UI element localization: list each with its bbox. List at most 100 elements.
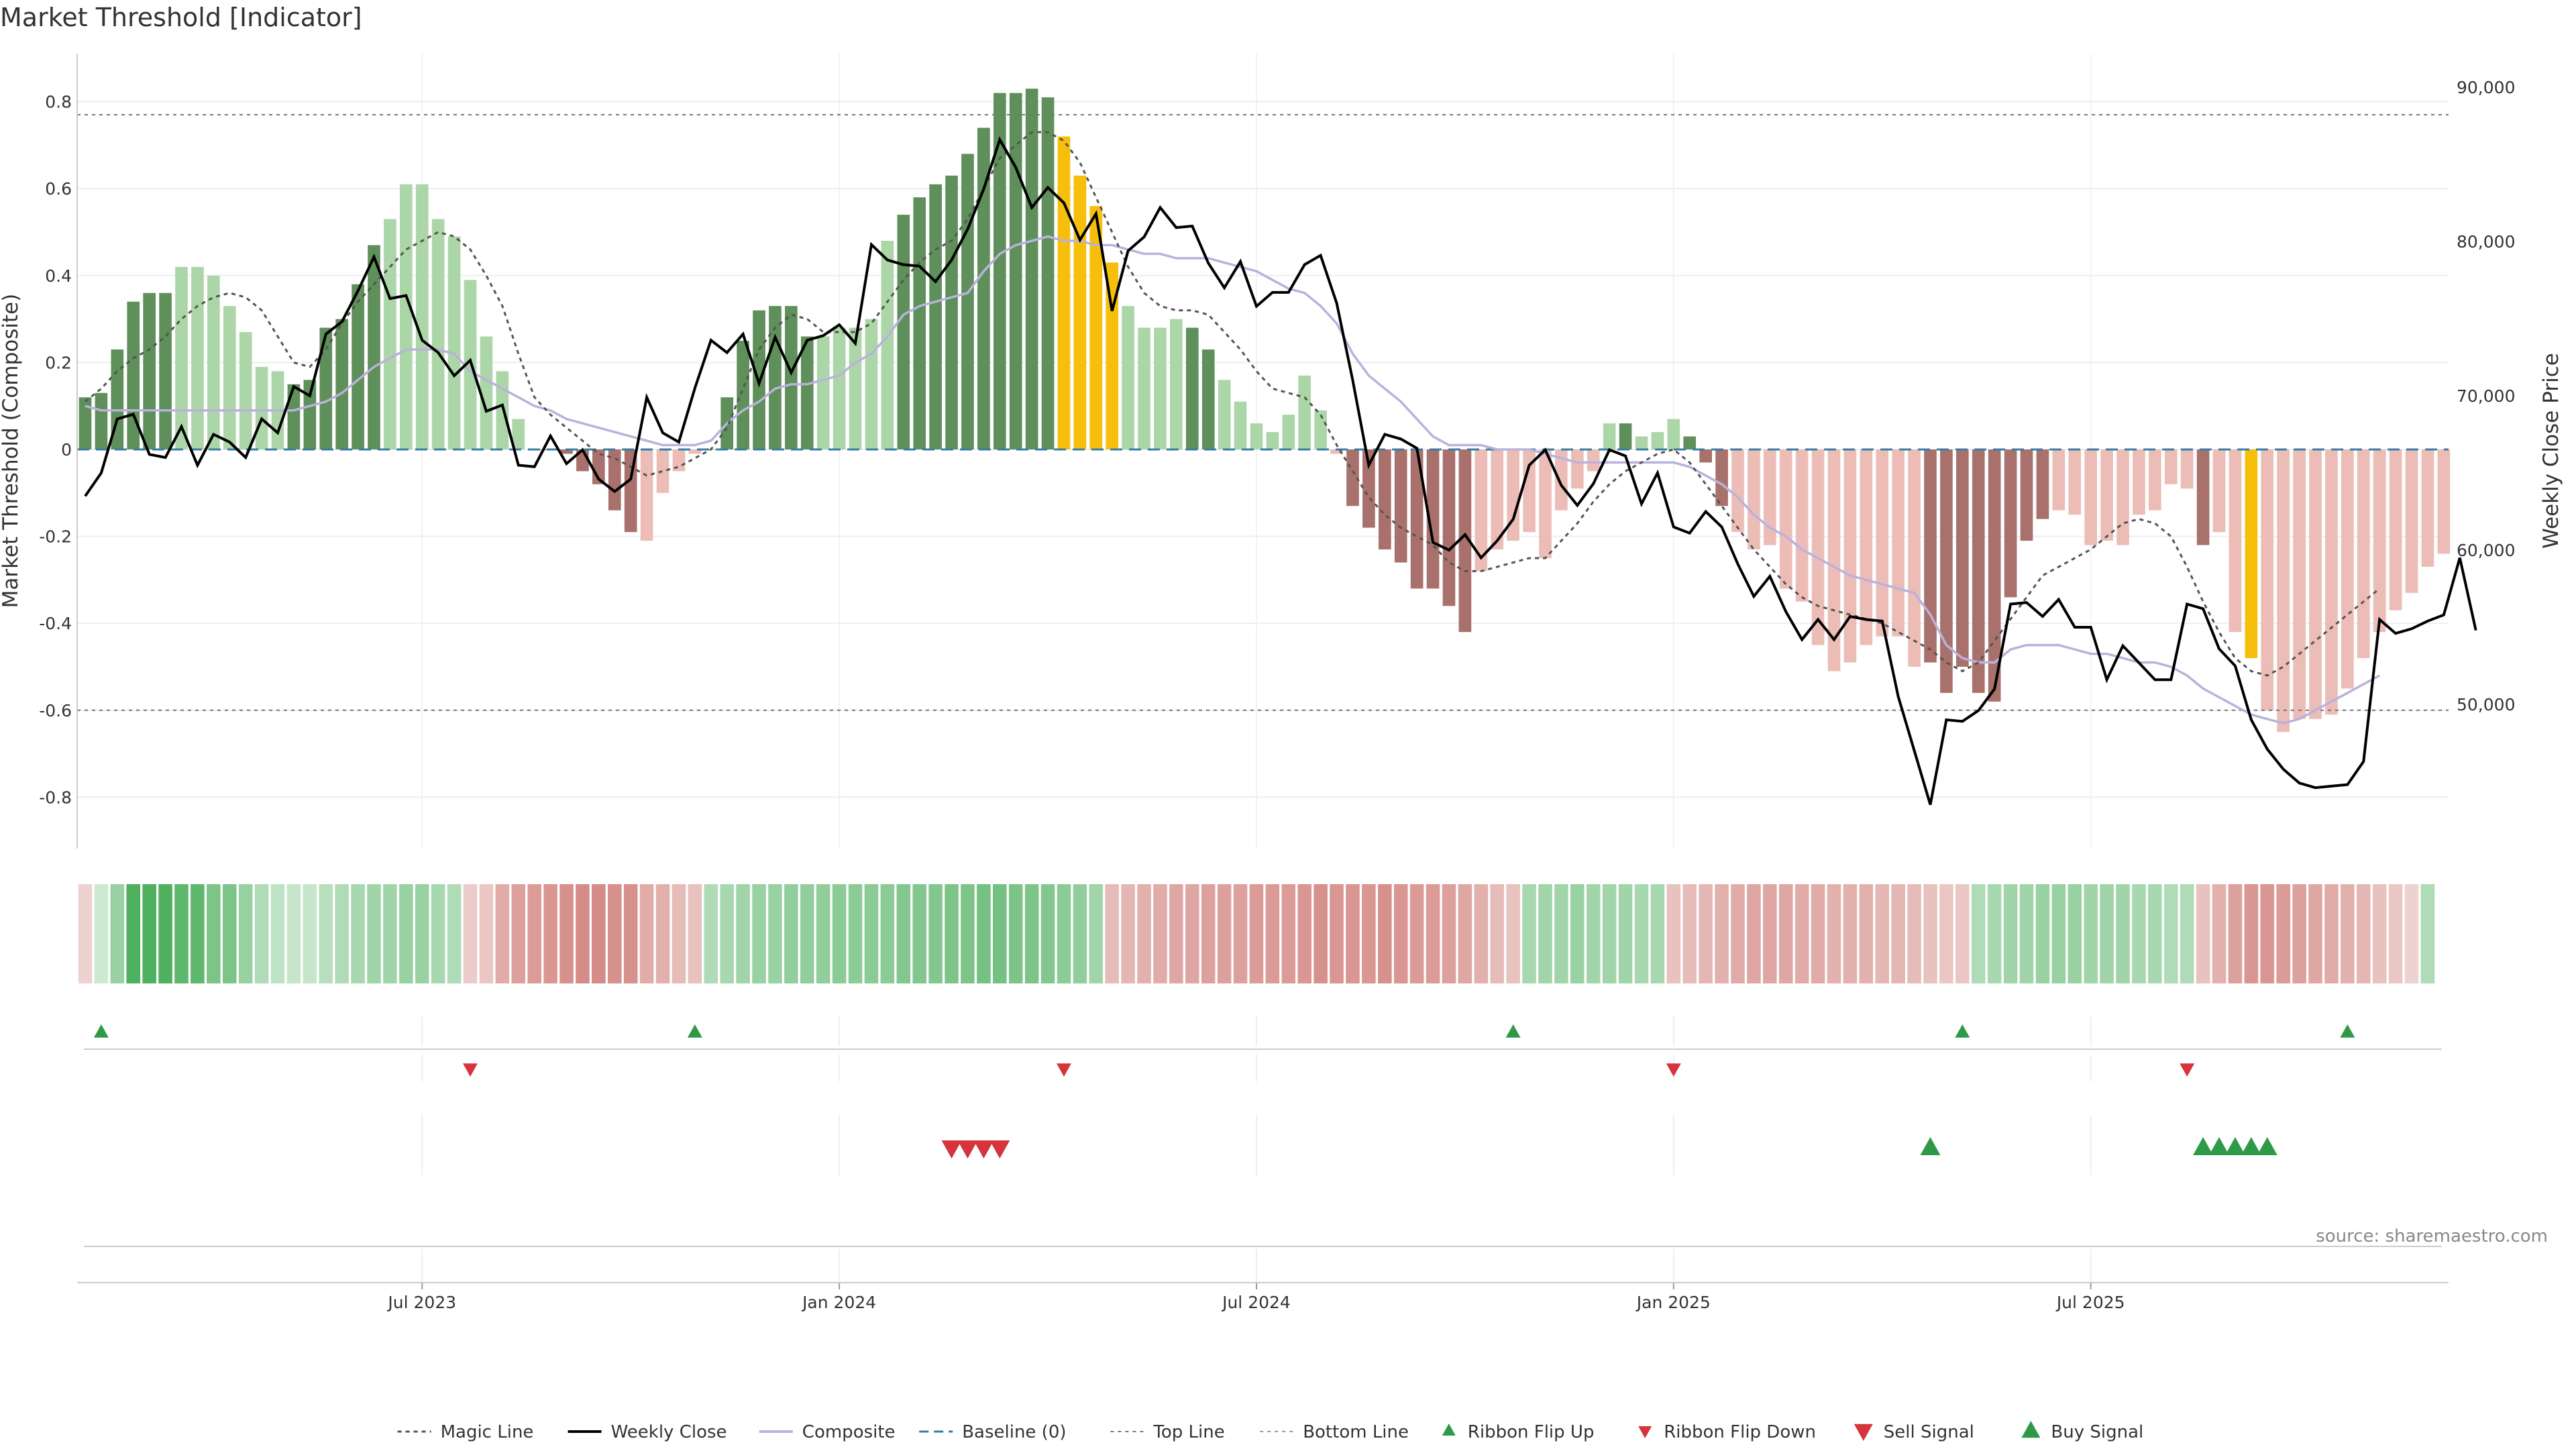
histogram-bar xyxy=(368,245,380,449)
legend-swatch-flip-down xyxy=(1638,1426,1652,1438)
buy-signal-marker xyxy=(1920,1137,1941,1155)
y2-tick-label: 50,000 xyxy=(2457,695,2515,714)
ribbon-cell xyxy=(2228,884,2243,983)
chart-title: Market Threshold [Indicator] xyxy=(0,3,362,32)
legend-label: Bottom Line xyxy=(1303,1422,1409,1442)
ribbon-cell xyxy=(2116,884,2130,983)
ribbon-cell xyxy=(2244,884,2259,983)
ribbon-cell xyxy=(655,884,670,983)
histogram-bar xyxy=(1057,136,1071,449)
ribbon-cell xyxy=(174,884,189,983)
histogram-bar xyxy=(1555,449,1568,511)
histogram-bar xyxy=(961,154,974,450)
histogram-bar xyxy=(1458,449,1472,633)
weekly-close-line xyxy=(84,136,2477,806)
ribbon-cell xyxy=(158,884,172,983)
ribbon-cell xyxy=(2035,884,2050,983)
ribbon-cell xyxy=(1843,884,1858,983)
ribbon-cell xyxy=(431,884,445,983)
histogram-bar xyxy=(929,184,942,449)
legend-label: Magic Line xyxy=(441,1422,534,1442)
ribbon-cell xyxy=(752,884,766,983)
ribbon-cell xyxy=(1362,884,1376,983)
ribbon-cell xyxy=(270,884,285,983)
ribbon-flip-up-marker xyxy=(1955,1024,1970,1038)
ribbon-cell xyxy=(207,884,221,983)
ribbon-cell xyxy=(2420,884,2435,983)
ribbon-cell xyxy=(720,884,734,983)
ribbon-cell xyxy=(1634,884,1649,983)
ribbon-cell xyxy=(945,884,959,983)
histogram-bar xyxy=(431,219,445,449)
histogram-bar xyxy=(400,184,413,449)
ribbon-cell xyxy=(495,884,510,983)
histogram-bar xyxy=(2164,449,2178,484)
histogram-bar xyxy=(384,219,396,449)
ribbon-cell xyxy=(2292,884,2306,983)
histogram-bar xyxy=(223,306,236,449)
ribbon-cell xyxy=(688,884,702,983)
ribbon-cell xyxy=(928,884,943,983)
histogram-bar xyxy=(352,284,364,449)
histogram-bar xyxy=(127,301,140,449)
histogram-bar xyxy=(319,327,333,449)
ribbon-cell xyxy=(110,884,125,983)
histogram-bar xyxy=(415,184,429,449)
histogram-bar xyxy=(1185,327,1199,449)
histogram-bar xyxy=(255,366,268,449)
histogram-bar xyxy=(640,449,653,541)
buy-signal-marker xyxy=(2193,1137,2214,1155)
ribbon-cell xyxy=(254,884,269,983)
histogram-bar xyxy=(1507,449,1519,541)
ribbon-cell xyxy=(1378,884,1392,983)
legend-label: Baseline (0) xyxy=(962,1422,1066,1442)
histogram-bar xyxy=(2196,449,2210,545)
ribbon-cell xyxy=(639,884,654,983)
ribbon-cell xyxy=(1554,884,1568,983)
histogram-bar xyxy=(2373,449,2386,633)
ribbon-cell xyxy=(1330,884,1344,983)
composite-line xyxy=(85,235,2381,725)
histogram-bar xyxy=(2341,449,2354,689)
y2-tick-label: 90,000 xyxy=(2457,78,2515,97)
ribbon-cell xyxy=(1393,884,1408,983)
ribbon-strip xyxy=(78,884,2435,983)
histogram-bar xyxy=(1138,327,1150,449)
y2-tick-label: 60,000 xyxy=(2457,541,2515,560)
histogram-bar xyxy=(1250,423,1263,449)
magic-line xyxy=(85,131,2381,677)
histogram-bar xyxy=(1635,436,1648,449)
ribbon-cell xyxy=(1715,884,1729,983)
ribbon-cell xyxy=(2212,884,2226,983)
histogram-bar xyxy=(1683,436,1697,449)
ribbon-cell xyxy=(1458,884,1472,983)
ribbon-cell xyxy=(2100,884,2114,983)
ribbon-cell xyxy=(1907,884,1921,983)
histogram-bar xyxy=(1972,449,1985,693)
ribbon-cell xyxy=(2404,884,2419,983)
histogram-bar xyxy=(1314,410,1327,449)
ribbon-cell xyxy=(607,884,622,983)
ribbon-flip-down-marker xyxy=(1666,1063,1681,1077)
histogram-bar xyxy=(1201,349,1215,449)
legend-label: Buy Signal xyxy=(2051,1422,2143,1442)
y-tick-label: 0.8 xyxy=(45,93,72,112)
ribbon-cell xyxy=(335,884,349,983)
histogram-bar xyxy=(800,336,814,449)
ribbon-cell xyxy=(1297,884,1312,983)
ribbon-cell xyxy=(784,884,798,983)
histogram-bar xyxy=(1827,449,1841,672)
histogram-bar xyxy=(1764,449,1776,545)
y-tick-label: -0.4 xyxy=(39,614,72,633)
ribbon-cell xyxy=(576,884,590,983)
ribbon-cell xyxy=(94,884,109,983)
buy-signal-marker xyxy=(2241,1137,2261,1155)
histogram-bar xyxy=(1715,449,1728,506)
ribbon-cell xyxy=(1923,884,1937,983)
ribbon-cell xyxy=(2180,884,2194,983)
histogram-bar xyxy=(2421,449,2434,567)
histogram-bar xyxy=(993,93,1006,449)
ribbon-cell xyxy=(367,884,381,983)
histogram-bar xyxy=(175,266,188,449)
histogram-bar xyxy=(207,275,220,449)
